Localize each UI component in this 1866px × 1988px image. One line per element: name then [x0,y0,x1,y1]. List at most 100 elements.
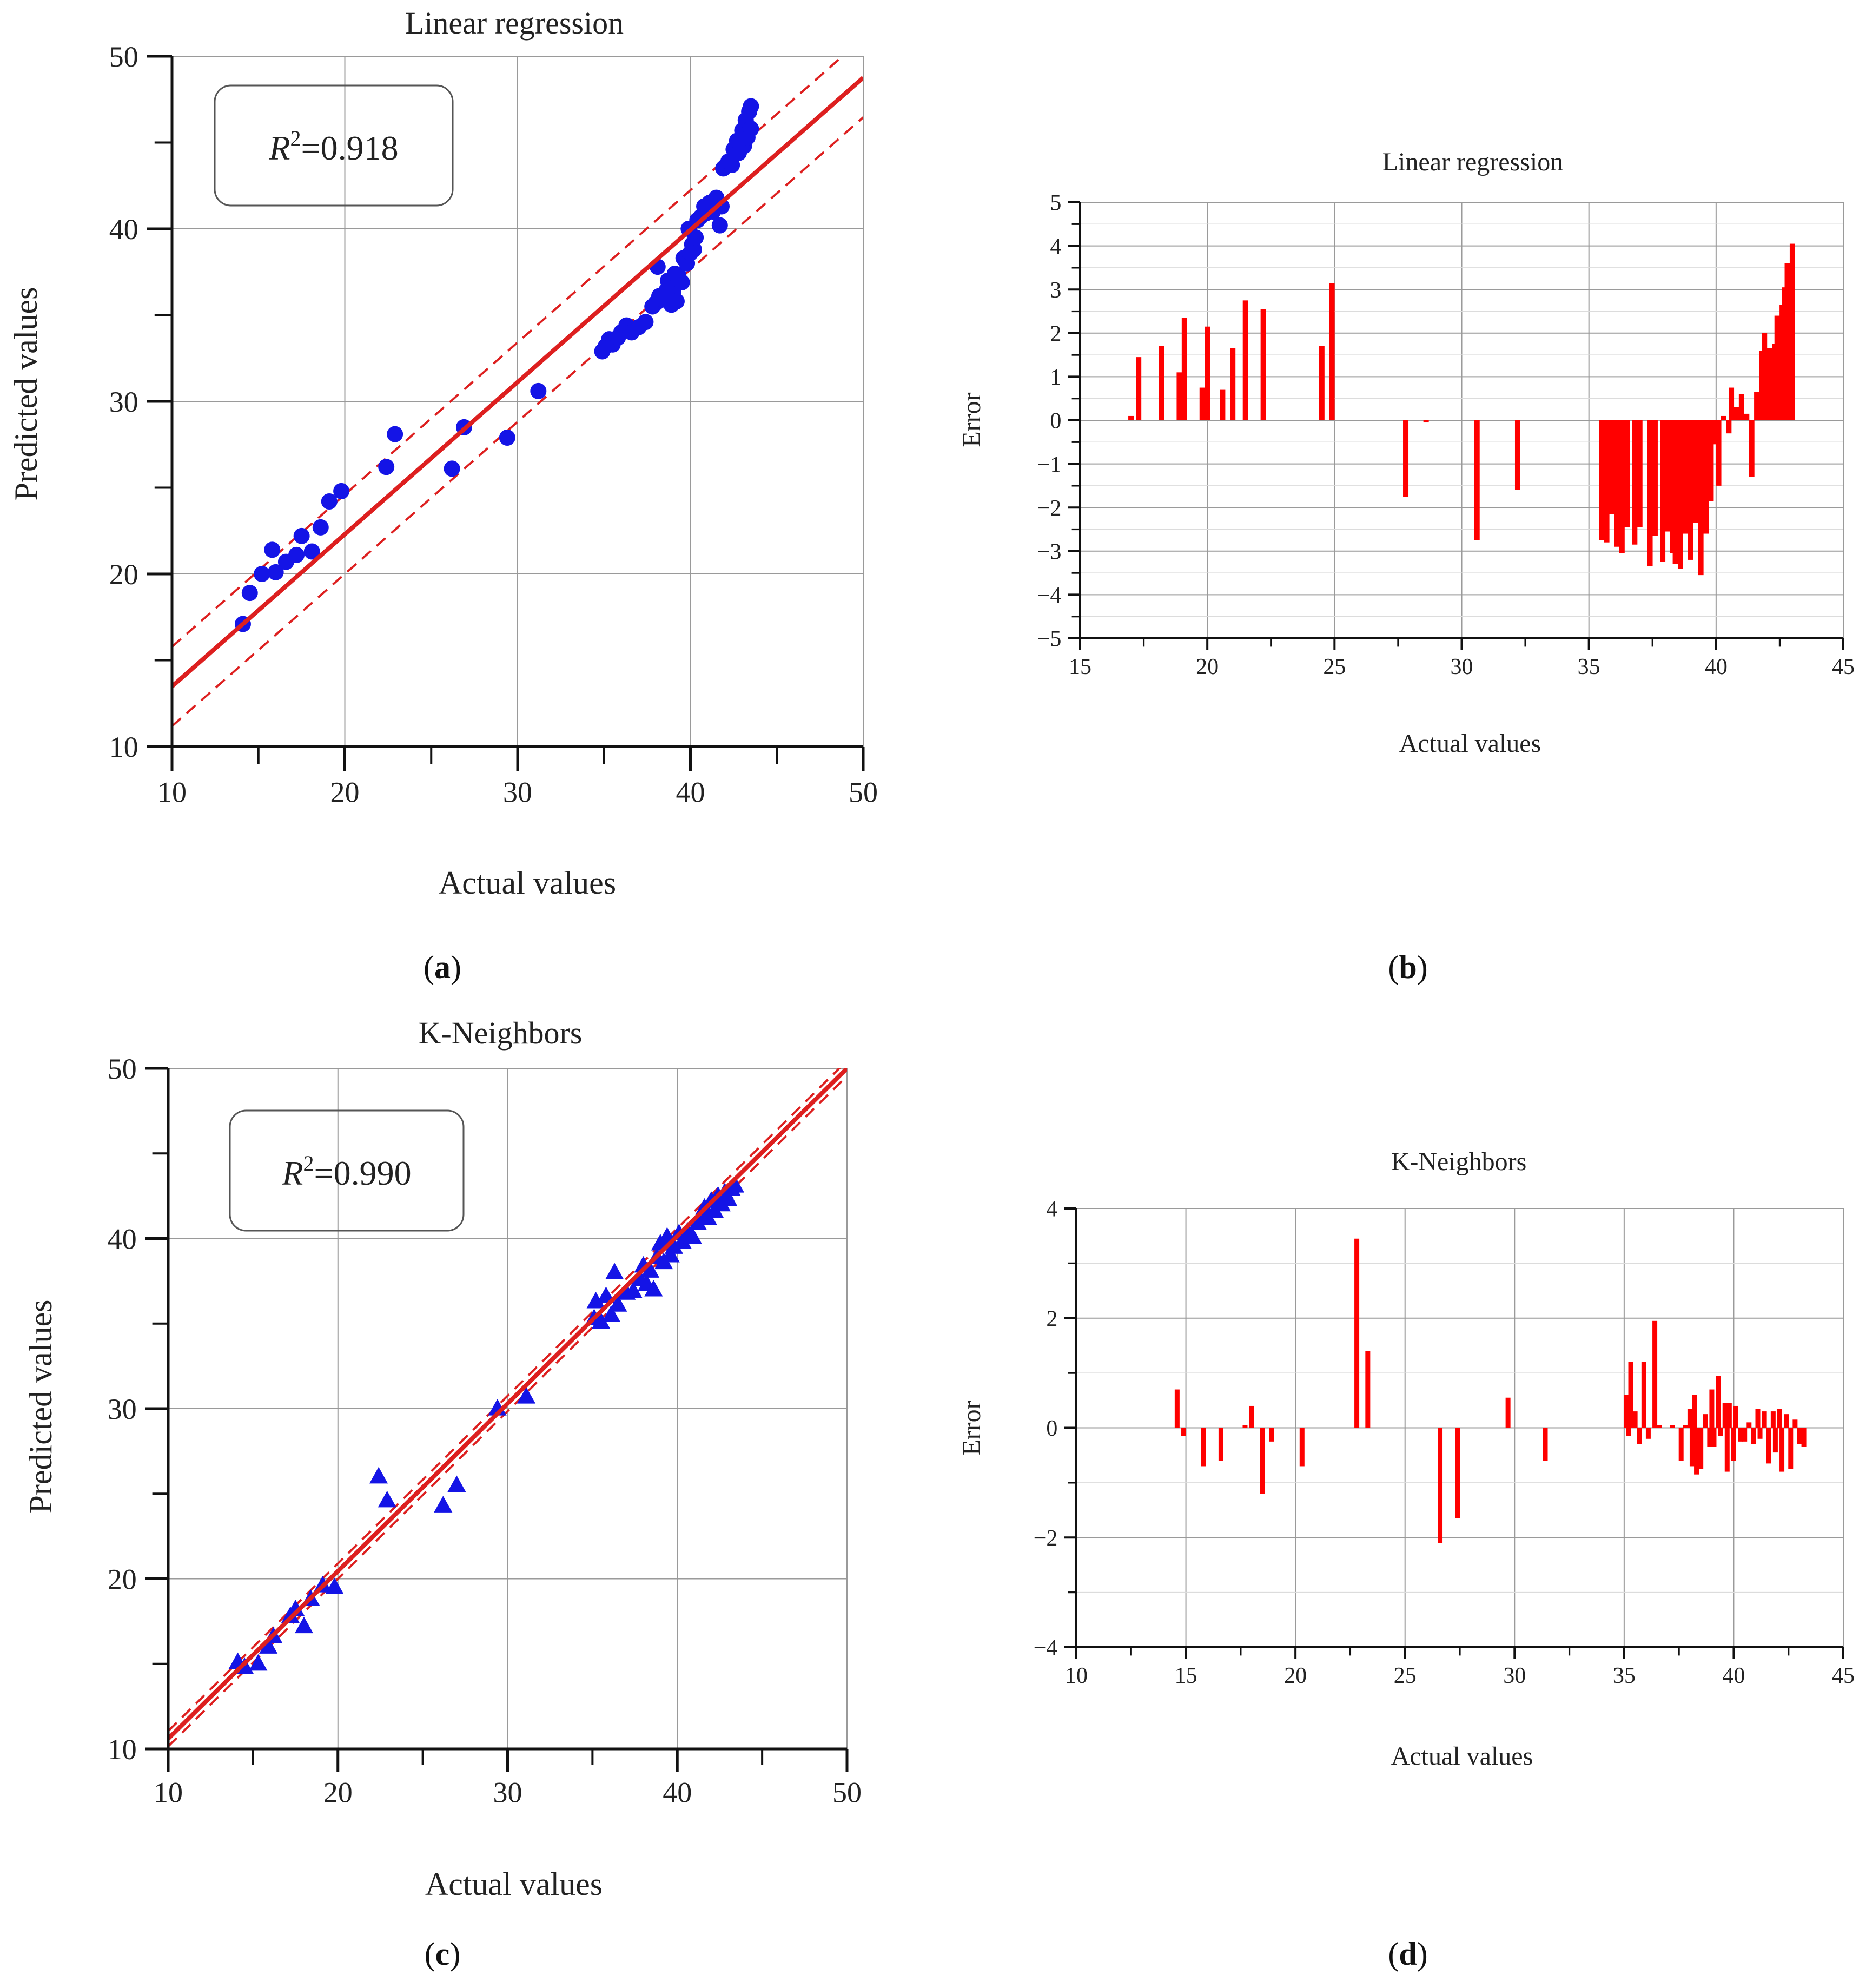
chart-c-point-23 [608,1295,627,1312]
chart-b-bar-42 [1729,387,1735,420]
chart-d-bar-35 [1711,1428,1717,1447]
chart-a-point-56 [713,198,730,215]
chart-d-bar-23 [1657,1425,1662,1428]
chart-a-point-70 [743,120,759,137]
chart-d-bar-47 [1755,1409,1761,1428]
chart-b-bar-14 [1423,420,1429,423]
chart-d-bar-18 [1632,1411,1638,1428]
chart-b-bar-27 [1660,420,1666,562]
chart-d-y-tick-label-3: 2 [1046,1306,1057,1331]
chart-b-bar-32 [1683,420,1689,534]
chart-d-bar-40 [1726,1403,1732,1428]
chart-c-point-13 [434,1496,453,1513]
chart-a-point-55 [711,217,728,234]
chart-a-point-6 [288,546,305,563]
chart-b-bar-2 [1159,346,1164,420]
chart-a-point-60 [724,156,740,173]
chart-b-y-tick-label-9: 4 [1050,234,1061,259]
chart-c-y-tick-label-3: 40 [108,1223,137,1255]
panel-label-d: (d) [1388,1936,1427,1972]
chart-b-bar-10 [1260,309,1266,420]
chart-a-y-tick-label-2: 30 [109,386,138,418]
chart-d-bar-45 [1746,1422,1752,1428]
chart-b-x-tick-label-5: 40 [1705,655,1728,679]
chart-d-bar-51 [1770,1411,1776,1428]
chart-a-point-46 [685,241,702,258]
chart-d-bar-14 [1543,1428,1548,1461]
chart-a-point-8 [303,543,320,560]
chart-b-bar-39 [1716,420,1722,486]
chart-b-y-tick-label-6: 1 [1050,365,1061,390]
chart-d-bar-41 [1731,1428,1736,1461]
chart-c-fit-line [168,1068,847,1740]
chart-d-bar-44 [1742,1428,1748,1442]
chart-c-x-tick-label-3: 40 [663,1776,692,1809]
panel-label-a: (a) [424,949,461,985]
chart-d-x-tick-label-3: 25 [1394,1663,1417,1688]
chart-b-bar-5 [1199,387,1205,420]
chart-a-point-7 [293,527,310,544]
chart-b-bar-9 [1242,300,1248,420]
chart-a-fit-line [172,76,863,688]
chart-d-bar-30 [1694,1428,1699,1475]
chart-b-bar-3 [1176,372,1182,420]
chart-c-point-16 [517,1386,536,1404]
chart-d-bar-0 [1174,1389,1180,1428]
chart-a-point-11 [333,483,350,499]
chart-c-point-52 [725,1176,745,1193]
chart-b-bar-31 [1677,420,1683,569]
chart-c-point-2 [249,1654,268,1671]
chart-d-bar-38 [1722,1403,1728,1428]
chart-d-bar-26 [1683,1425,1688,1428]
chart-d-bar-29 [1692,1395,1697,1428]
chart-b-bar-33 [1688,420,1693,560]
chart-a-xlabel: Actual values [439,865,616,901]
chart-b-y-tick-label-4: −1 [1037,452,1062,477]
chart-b-x-tick-label-0: 15 [1069,655,1091,679]
chart-b-bar-21 [1619,420,1625,553]
chart-d-x-tick-label-4: 30 [1503,1663,1526,1688]
chart-b-bar-6 [1205,326,1210,420]
chart-a-y-tick-label-0: 10 [109,731,138,763]
chart-b-bar-43 [1733,407,1739,420]
chart-c-point-50 [719,1190,738,1206]
chart-b-bar-35 [1698,420,1704,576]
chart-c-point-35 [661,1245,680,1263]
chart-c-y-tick-label-2: 30 [108,1393,137,1425]
chart-a-x-tick-label-1: 20 [330,776,360,809]
chart-d-bar-8 [1299,1428,1305,1467]
chart-d-bar-28 [1689,1428,1695,1467]
chart-b-bar-22 [1624,420,1630,527]
chart-d-y-tick-label-2: 0 [1046,1416,1057,1441]
chart-d-bar-46 [1751,1428,1756,1444]
chart-d-bar-31 [1698,1428,1704,1469]
chart-b-title: Linear regression [1382,148,1564,176]
chart-c-point-30 [644,1279,663,1297]
chart-b-bar-46 [1749,420,1755,477]
chart-c-point-25 [624,1281,643,1298]
chart-c-title: K-Neighbors [419,1015,583,1051]
chart-a-point-13 [387,426,403,442]
chart-a-point-12 [378,459,395,475]
chart-a-point-10 [321,493,338,510]
chart-b-bar-18 [1604,420,1610,543]
chart-b-bar-0 [1128,415,1134,420]
chart-d-x-tick-label-1: 15 [1175,1663,1197,1688]
chart-d-bar-4 [1242,1425,1248,1428]
chart-d-bar-49 [1762,1411,1767,1428]
chart-a-x-tick-label-4: 50 [849,776,878,809]
chart-a-title: Linear regression [405,5,624,41]
chart-d-bar-9 [1354,1238,1360,1428]
chart-d-y-tick-label-1: −2 [1034,1526,1058,1551]
chart-c-point-38 [673,1232,692,1249]
chart-d-y-tick-label-0: −4 [1034,1636,1058,1661]
chart-b-x-tick-label-1: 20 [1196,655,1219,679]
chart-a-x-tick-label-2: 30 [503,776,532,809]
chart-d-bar-56 [1788,1428,1794,1469]
chart-a-r2-box [214,84,454,207]
chart-b-bar-51 [1766,348,1772,420]
chart-d-bar-42 [1733,1405,1738,1428]
chart-a-point-40 [673,274,690,290]
